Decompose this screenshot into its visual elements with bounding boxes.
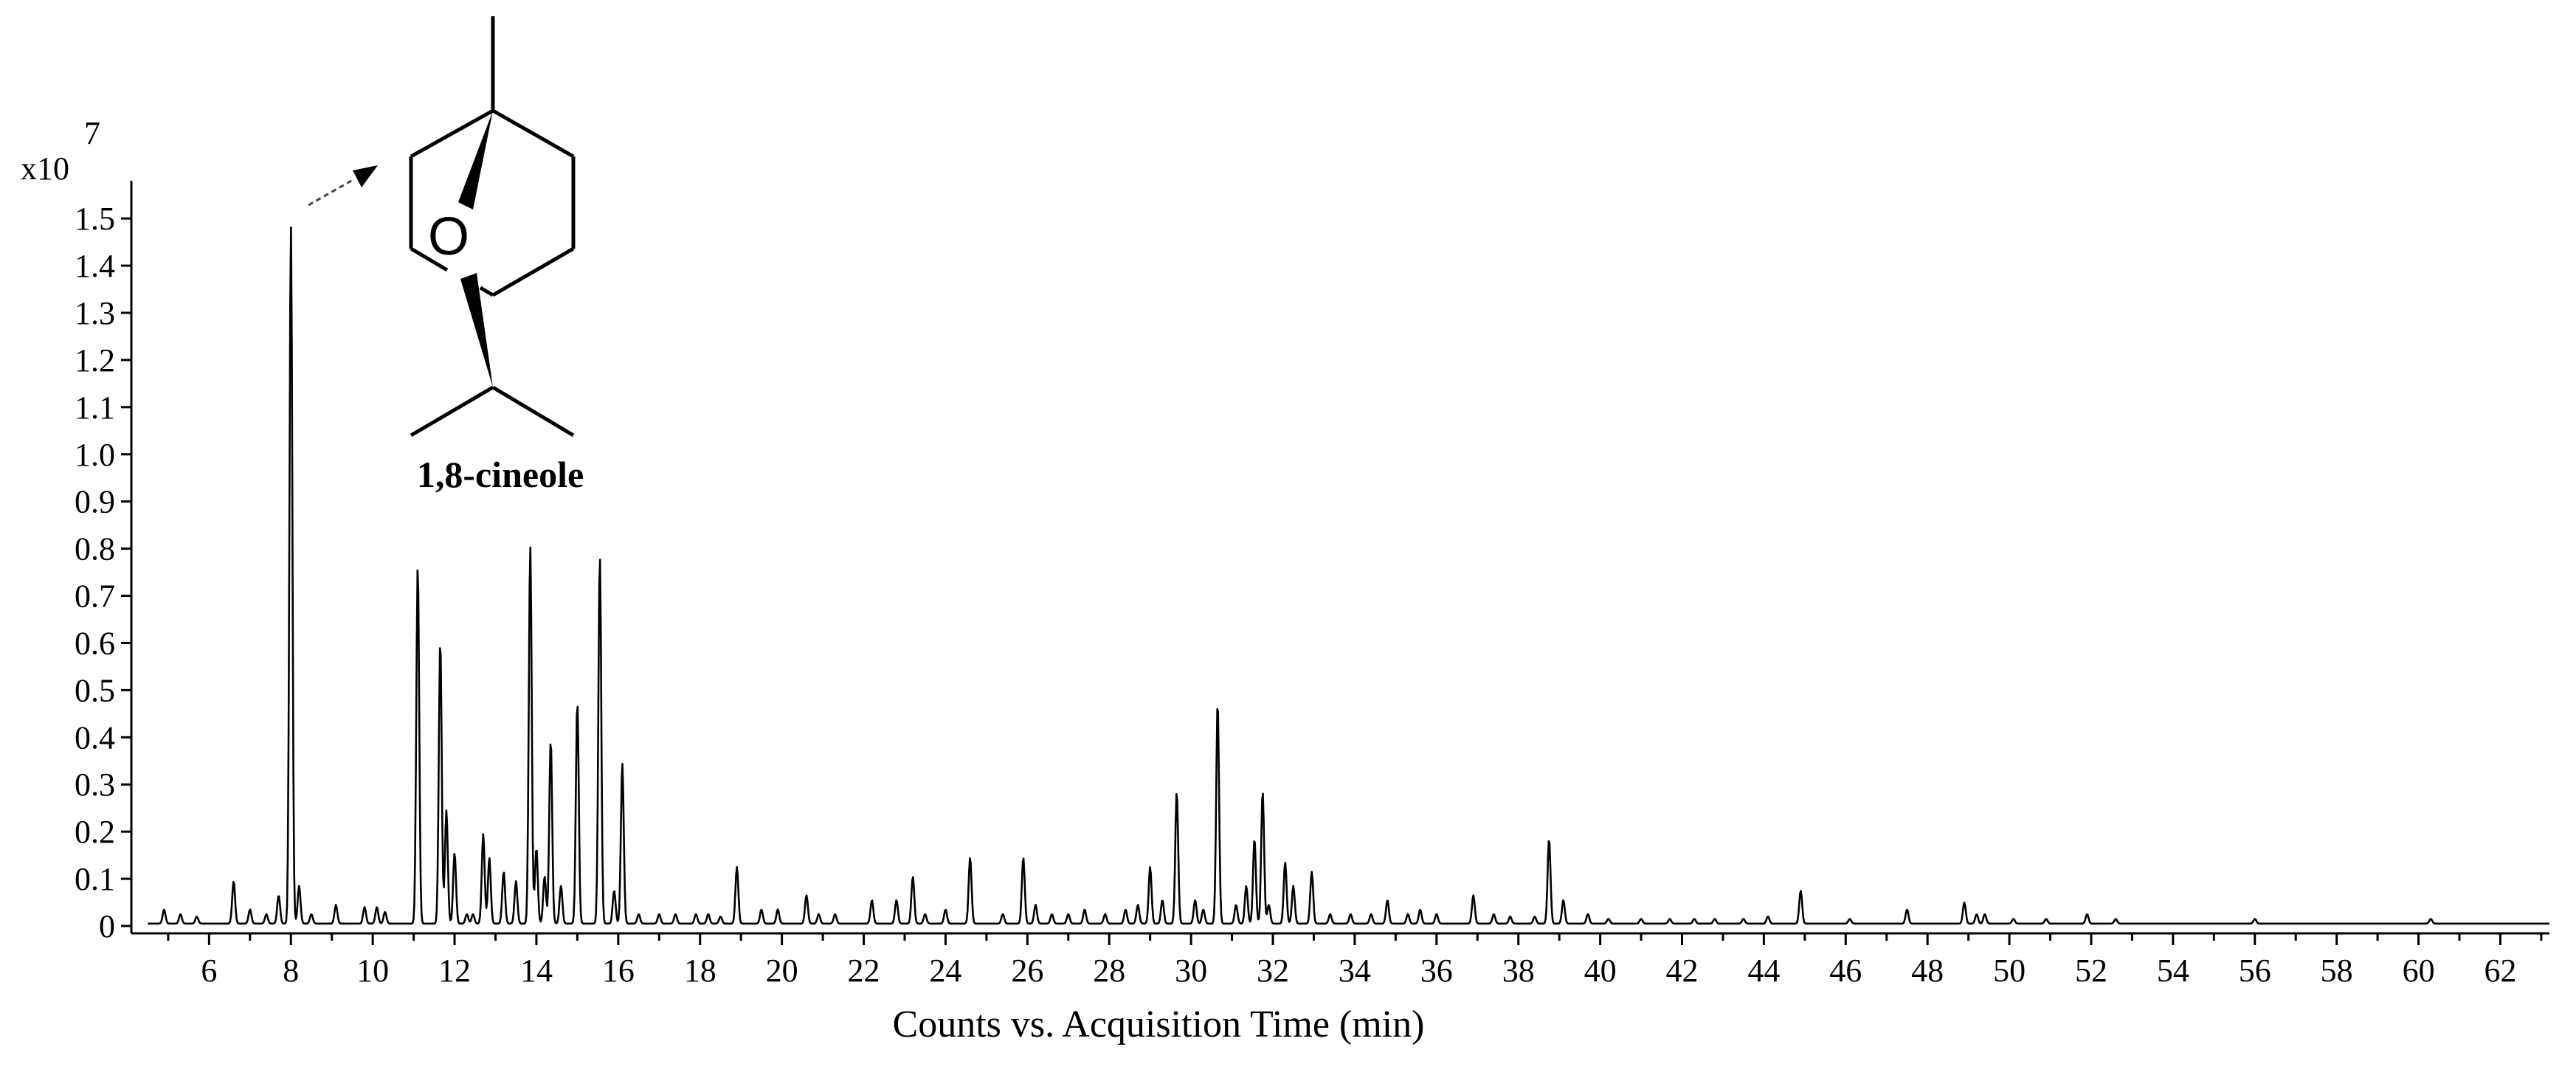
x-tick-label: 30 — [1175, 953, 1207, 989]
x-tick-label: 56 — [2239, 953, 2271, 989]
x-tick-label: 18 — [684, 953, 716, 989]
x-tick-label: 42 — [1665, 953, 1698, 989]
x-tick-label: 22 — [848, 953, 880, 989]
x-tick-label: 6 — [201, 953, 217, 989]
x-tick-label: 58 — [2321, 953, 2353, 989]
y-tick-label: 0.6 — [75, 625, 115, 661]
x-tick-label: 50 — [1993, 953, 2026, 989]
x-tick-label: 8 — [283, 953, 299, 989]
x-tick-label: 12 — [438, 953, 471, 989]
x-tick-label: 36 — [1420, 953, 1453, 989]
y-multiplier-exponent: 7 — [84, 115, 100, 151]
x-tick-label: 46 — [1829, 953, 1862, 989]
x-tick-label: 48 — [1911, 953, 1944, 989]
chromatogram-trace — [148, 226, 2550, 925]
x-axis-title: Counts vs. Acquisition Time (min) — [893, 1003, 1425, 1045]
y-tick-label: 0.8 — [75, 531, 115, 567]
x-tick-label: 24 — [929, 953, 961, 989]
oxygen-atom-label: O — [428, 207, 469, 266]
y-tick-label: 0.9 — [75, 484, 115, 520]
x-tick-label: 40 — [1584, 953, 1617, 989]
y-tick-label: 1.4 — [75, 248, 115, 284]
y-tick-label: 1.5 — [75, 201, 115, 237]
y-tick-label: 1.2 — [75, 342, 115, 379]
x-tick-label: 60 — [2403, 953, 2435, 989]
x-tick-label: 10 — [356, 953, 389, 989]
y-tick-label: 1.1 — [75, 390, 115, 426]
y-tick-label: 0.2 — [75, 814, 115, 850]
y-multiplier-label: x10 — [21, 151, 69, 187]
y-tick-label: 1.0 — [75, 437, 115, 473]
x-tick-label: 44 — [1747, 953, 1780, 989]
x-tick-label: 28 — [1093, 953, 1125, 989]
ticks: 0 0.1 0.2 0.3 0.4 0.5 0.6 0.7 0.8 0.9 1.0 1.1 1.2 1.3… — [75, 201, 2543, 989]
y-tick-label: 0.5 — [75, 672, 115, 708]
axes — [130, 181, 2549, 935]
x-tick-label: 26 — [1011, 953, 1043, 989]
annotation-arrow — [308, 165, 378, 207]
x-tick-label: 14 — [520, 953, 553, 989]
x-tick-label: 32 — [1257, 953, 1289, 989]
y-tick-label: 1.3 — [75, 295, 115, 331]
chromatogram-trace-group — [148, 226, 2550, 925]
y-tick-label: 0 — [99, 908, 115, 944]
x-tick-label: 34 — [1339, 953, 1371, 989]
x-tick-label: 54 — [2157, 953, 2189, 989]
cineole-structure — [409, 16, 576, 438]
y-tick-label: 0.3 — [75, 767, 115, 803]
y-tick-label: 0.4 — [75, 719, 115, 756]
x-tick-label: 52 — [2075, 953, 2107, 989]
y-tick-label: 0.7 — [75, 578, 115, 615]
compound-label: 1,8-cineole — [417, 454, 584, 495]
x-tick-label: 38 — [1502, 953, 1535, 989]
y-tick-label: 0.1 — [75, 861, 115, 897]
x-tick-label: 20 — [766, 953, 798, 989]
x-tick-label: 16 — [602, 953, 635, 989]
x-tick-label: 62 — [2484, 953, 2516, 989]
